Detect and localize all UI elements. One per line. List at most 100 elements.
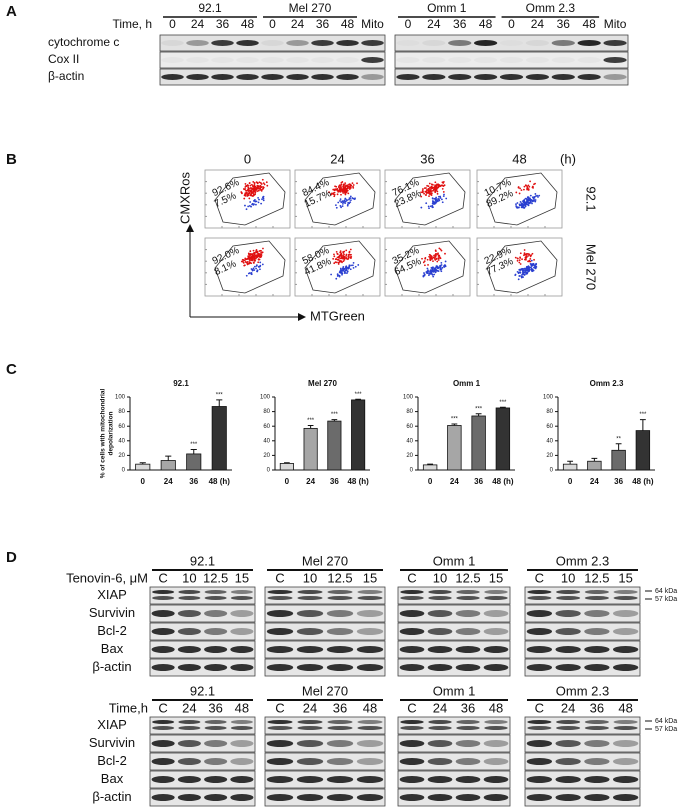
event-dot (421, 191, 424, 194)
event-dot (435, 258, 438, 260)
blot-band (230, 664, 254, 671)
event-dot (249, 259, 251, 262)
blot-band (473, 40, 498, 46)
event-dot (341, 189, 344, 192)
event-dot (332, 257, 335, 260)
row-label: β-actin (92, 659, 131, 674)
event-dot (430, 266, 433, 269)
blot-band (356, 776, 384, 783)
event-dot (335, 277, 338, 280)
blot-band (178, 596, 201, 600)
blot-band (186, 40, 209, 46)
event-dot (429, 269, 432, 272)
event-dot (523, 188, 525, 191)
y-tick-label: 0 (122, 468, 126, 474)
event-dot (260, 255, 263, 258)
y-tick-label: 60 (118, 424, 125, 430)
blot-band (204, 758, 228, 765)
event-dot (527, 269, 530, 271)
event-dot (351, 182, 354, 185)
event-dot (251, 203, 253, 206)
panel-label: D (6, 549, 17, 566)
error-bar (216, 399, 223, 407)
blot-strip (524, 716, 641, 735)
error-bar (451, 423, 458, 426)
event-dot (520, 276, 523, 279)
lane-label: 24 (531, 17, 545, 31)
event-dot (441, 266, 444, 269)
blot-band (230, 776, 254, 783)
blot-band (556, 726, 581, 730)
blot-band (297, 596, 323, 600)
event-dot (433, 254, 435, 257)
event-dot (348, 198, 350, 201)
blot-band (297, 590, 323, 594)
blot-band (211, 74, 234, 80)
event-dot (340, 181, 343, 184)
blot-band (474, 57, 497, 63)
blot-band (266, 740, 294, 747)
blot-band (356, 664, 384, 671)
blot-band (427, 664, 453, 671)
event-dot (527, 184, 530, 187)
event-dot (245, 208, 248, 211)
blot-band (151, 664, 175, 671)
blot-strip (397, 716, 511, 735)
blot-band (236, 74, 259, 80)
y-tick-label: 100 (403, 395, 414, 401)
event-dot (424, 264, 426, 267)
event-dot (429, 193, 431, 196)
event-dot (349, 199, 352, 202)
blot-band (555, 794, 581, 801)
blot-band (204, 664, 228, 671)
event-dot (252, 203, 255, 206)
blot-band (286, 40, 309, 46)
event-dot (333, 195, 336, 198)
error-bar (591, 457, 598, 462)
event-dot (334, 204, 337, 207)
event-dot (420, 191, 423, 194)
bar (635, 430, 651, 471)
event-dot (525, 258, 527, 261)
lane-label: 48 (235, 700, 249, 715)
error-bar (165, 455, 172, 461)
blot-band (612, 628, 639, 635)
blot-strip (394, 34, 629, 52)
blot-strip (397, 658, 511, 677)
event-dot (339, 261, 341, 263)
blot-strip (159, 34, 386, 52)
blot-band (584, 758, 610, 765)
event-dot (256, 264, 258, 267)
event-dot (243, 194, 246, 197)
blot-band (326, 776, 354, 783)
lane-label: 48 (479, 17, 493, 31)
blot-band (296, 646, 324, 653)
blot-strip (149, 658, 256, 677)
blot-band (261, 57, 284, 63)
event-dot (430, 255, 433, 258)
event-dot (262, 197, 265, 200)
group-label: Omm 2.3 (556, 683, 609, 698)
event-dot (442, 195, 445, 198)
blot-band (177, 758, 201, 765)
event-dot (427, 205, 430, 208)
lane-label: 0 (269, 17, 276, 31)
blot-band (526, 610, 553, 617)
event-dot (336, 256, 339, 259)
dot-cloud (420, 180, 448, 210)
blot-band (577, 40, 601, 46)
event-dot (259, 187, 262, 190)
lane-label: 0 (405, 17, 412, 31)
blot-band (483, 610, 509, 617)
blot-band (151, 646, 175, 653)
blot-band (326, 758, 354, 765)
y-tick-label: 60 (406, 424, 413, 430)
blot-band (356, 740, 384, 747)
group-label: Omm 1 (433, 683, 476, 698)
blot-band (361, 74, 384, 80)
blot-band (428, 726, 452, 730)
event-dot (432, 266, 434, 269)
blot-band (326, 664, 354, 671)
row-label: XIAP (97, 587, 127, 602)
event-dot (345, 191, 348, 194)
